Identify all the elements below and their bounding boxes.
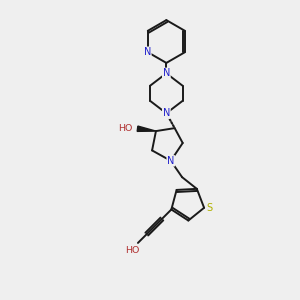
Polygon shape [137,126,156,131]
Text: HO: HO [125,246,140,255]
Text: HO: HO [118,124,132,133]
Text: N: N [167,156,175,166]
Text: S: S [206,203,212,213]
Text: N: N [163,68,170,78]
Text: N: N [143,47,151,57]
Text: N: N [163,108,170,118]
